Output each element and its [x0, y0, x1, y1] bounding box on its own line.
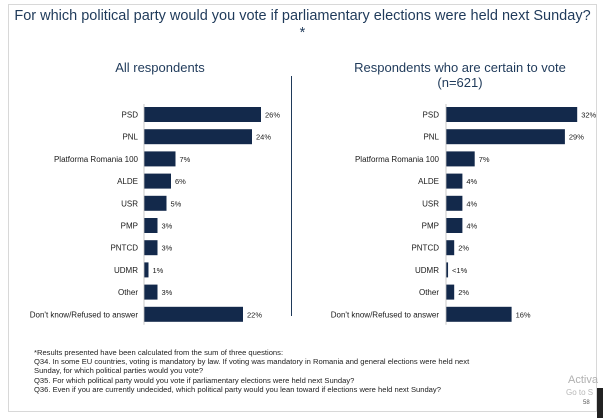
- category-label: Don't know/Refused to answer: [331, 310, 440, 319]
- bar: [144, 240, 158, 256]
- data-label: <1%: [452, 266, 468, 275]
- category-label: USR: [422, 199, 439, 208]
- data-label: 3%: [162, 244, 173, 253]
- activation-watermark: Activa: [568, 374, 598, 386]
- data-label: 7%: [180, 155, 191, 164]
- category-label: PMP: [121, 222, 138, 231]
- data-label: 2%: [458, 244, 469, 253]
- bar: [446, 173, 463, 189]
- data-label: 32%: [581, 111, 596, 120]
- bar: [144, 195, 167, 211]
- footnote-line: Q36. Even if you are currently undecided…: [34, 384, 441, 394]
- data-label: 2%: [458, 288, 469, 297]
- data-label: 26%: [265, 111, 280, 120]
- bar: [446, 151, 475, 167]
- bar: [144, 284, 158, 300]
- category-label: PNTCD: [411, 244, 439, 253]
- bar: [446, 195, 463, 211]
- category-label: PNTCD: [110, 244, 138, 253]
- slide-frame: [8, 4, 597, 412]
- data-label: 7%: [479, 155, 490, 164]
- data-label: 5%: [171, 199, 182, 208]
- category-label: UDMR: [415, 266, 439, 275]
- panel-divider: [291, 76, 292, 316]
- bar: [144, 306, 243, 322]
- bar: [144, 173, 171, 189]
- chart-title: For which political party would you vote…: [14, 8, 591, 41]
- bar: [144, 107, 261, 122]
- window-edge: [597, 388, 603, 418]
- data-label: 3%: [162, 288, 173, 297]
- left-panel-title: All respondents: [115, 60, 205, 75]
- data-label: 1%: [153, 266, 164, 275]
- right-panel-title-line1: Respondents who are certain to vote: [354, 60, 566, 75]
- bar: [144, 262, 149, 278]
- footnote-line: *Results presented have been calculated …: [34, 348, 284, 357]
- data-label: 4%: [466, 199, 477, 208]
- category-label: USR: [121, 199, 138, 208]
- right-panel-title-line2: (n=621): [437, 75, 483, 90]
- bar: [446, 107, 578, 122]
- category-label: PSD: [122, 111, 139, 120]
- data-label: 4%: [466, 177, 477, 186]
- right-panel-title: Respondents who are certain to vote (n=6…: [330, 60, 590, 90]
- data-label: 6%: [175, 177, 186, 186]
- category-label: ALDE: [117, 177, 138, 186]
- bar: [144, 151, 176, 167]
- footnote-line: Sunday, for which political parties woul…: [34, 366, 204, 376]
- bar: [446, 306, 512, 322]
- category-label: PNL: [423, 133, 439, 142]
- category-label: UDMR: [114, 266, 138, 275]
- category-label: Don't know/Refused to answer: [30, 310, 139, 319]
- footnote-line: Q35. For which political party would you…: [34, 375, 355, 385]
- bar: [446, 262, 449, 278]
- category-label: Other: [419, 288, 439, 297]
- data-label: 22%: [247, 310, 262, 319]
- footnotes: *Results presented have been calculated …: [34, 348, 602, 394]
- bar: [446, 284, 455, 300]
- category-label: Platforma Romania 100: [355, 155, 440, 164]
- bar: [144, 129, 252, 145]
- data-label: 4%: [466, 222, 477, 231]
- activation-watermark-sub: Go to S: [566, 388, 594, 397]
- data-label: 29%: [569, 133, 584, 142]
- data-label: 16%: [516, 310, 531, 319]
- bar: [446, 129, 565, 145]
- category-label: PSD: [423, 111, 440, 120]
- category-label: ALDE: [418, 177, 439, 186]
- category-label: PMP: [422, 222, 439, 231]
- bar: [144, 218, 158, 233]
- category-label: Other: [118, 288, 138, 297]
- page-number: 58: [583, 400, 590, 406]
- footnote-line: Q34. In some EU countries, voting is man…: [34, 357, 470, 367]
- bar: [446, 240, 455, 256]
- category-label: Platforma Romania 100: [54, 155, 139, 164]
- category-label: PNL: [122, 133, 138, 142]
- data-label: 24%: [256, 133, 271, 142]
- data-label: 3%: [162, 222, 173, 231]
- bar: [446, 218, 463, 233]
